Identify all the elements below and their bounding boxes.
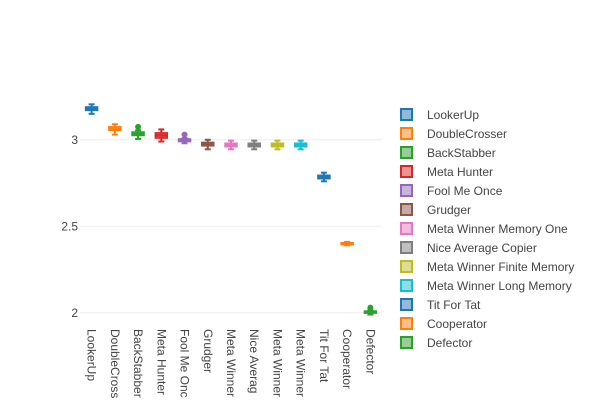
x-tick-label: Meta Winner: [224, 329, 238, 397]
x-tick-label: Tit For Tat: [317, 329, 331, 383]
x-axis-ticks: LookerUp DoubleCross BackStabber Meta Hunte…: [85, 329, 378, 398]
box-meta-winner-long-memory[interactable]: [293, 139, 308, 151]
legend-item[interactable]: DoubleCrosser: [400, 127, 507, 141]
legend-item[interactable]: Cooperator: [400, 317, 487, 331]
legend-label: DoubleCrosser: [427, 127, 507, 141]
legend-label: Meta Winner Memory One: [427, 222, 568, 236]
legend-swatch: [400, 203, 413, 216]
legend-swatch: [400, 184, 413, 197]
legend-item[interactable]: Defector: [400, 336, 472, 350]
outlier-point: [181, 131, 188, 138]
box-doublecrosser[interactable]: [108, 123, 122, 136]
legend-label: Meta Hunter: [427, 165, 493, 179]
x-tick-label: Meta Winner: [294, 329, 308, 397]
legend-label: Fool Me Once: [427, 184, 503, 198]
x-tick-label: Fool Me Onc: [178, 329, 192, 398]
box-cooperator[interactable]: [340, 240, 354, 247]
y-tick-label: 2: [71, 306, 78, 320]
legend-label: Meta Winner Finite Memory: [427, 260, 574, 274]
x-tick-label: DoubleCross: [108, 329, 122, 398]
boxes: [84, 103, 378, 316]
legend-label: Defector: [427, 336, 472, 350]
outlier-point: [135, 123, 142, 130]
legend-item[interactable]: LookerUp: [400, 108, 479, 122]
legend-swatch: [400, 127, 413, 140]
legend-label: Cooperator: [427, 317, 487, 331]
legend-item[interactable]: Meta Winner Long Memory: [400, 279, 572, 293]
legend-swatch: [400, 298, 413, 311]
legend-swatch: [400, 146, 413, 159]
legend-label: Nice Average Copier: [427, 241, 537, 255]
legend-item[interactable]: Meta Hunter: [400, 165, 493, 179]
legend-label: Tit For Tat: [427, 298, 481, 312]
legend-swatch: [400, 165, 413, 178]
legend: LookerUp DoubleCrosser BackStabber Meta Hun…: [400, 108, 574, 350]
legend-swatch: [400, 279, 413, 292]
box-meta-winner-finite-memory[interactable]: [270, 139, 285, 151]
legend-item[interactable]: Nice Average Copier: [400, 241, 537, 255]
legend-swatch: [400, 260, 413, 273]
box-nice-average-copier[interactable]: [247, 139, 261, 151]
legend-item[interactable]: BackStabber: [400, 146, 496, 160]
x-tick-label: Grudger: [201, 329, 215, 373]
legend-item[interactable]: Meta Winner Finite Memory: [400, 260, 574, 274]
x-tick-label: Nice Averag: [247, 329, 261, 393]
box-defector[interactable]: [363, 304, 378, 316]
legend-label: Grudger: [427, 203, 471, 217]
legend-item[interactable]: Fool Me Once: [400, 184, 503, 198]
box-grudger[interactable]: [201, 138, 215, 151]
legend-item[interactable]: Meta Winner Memory One: [400, 222, 568, 236]
box-fool-me-once[interactable]: [177, 131, 192, 145]
box-meta-hunter[interactable]: [154, 128, 169, 143]
box-meta-winner-memory-one[interactable]: [224, 139, 238, 151]
legend-swatch: [400, 108, 413, 121]
legend-label: LookerUp: [427, 108, 479, 122]
legend-swatch: [400, 336, 413, 349]
x-tick-label: Defector: [363, 329, 377, 374]
legend-label: BackStabber: [427, 146, 496, 160]
box-lookerup[interactable]: [84, 103, 99, 115]
outlier-point: [367, 304, 374, 311]
x-tick-label: Meta Hunter: [154, 329, 168, 395]
box-tit-for-tat[interactable]: [317, 171, 331, 183]
legend-item[interactable]: Tit For Tat: [400, 298, 481, 312]
x-tick-label: LookerUp: [85, 329, 99, 381]
y-tick-label: 2.5: [61, 219, 78, 233]
legend-label: Meta Winner Long Memory: [427, 279, 572, 293]
legend-swatch: [400, 222, 413, 235]
x-tick-label: BackStabber: [131, 329, 145, 398]
box-backstabber[interactable]: [131, 123, 145, 140]
legend-swatch: [400, 241, 413, 254]
gridlines: [80, 139, 382, 314]
legend-item[interactable]: Grudger: [400, 203, 471, 217]
y-tick-label: 3: [71, 133, 78, 147]
y-axis-ticks: 22.53: [61, 133, 78, 320]
x-tick-label: Cooperator: [340, 329, 354, 389]
x-tick-label: Meta Winner: [270, 329, 284, 397]
legend-swatch: [400, 317, 413, 330]
